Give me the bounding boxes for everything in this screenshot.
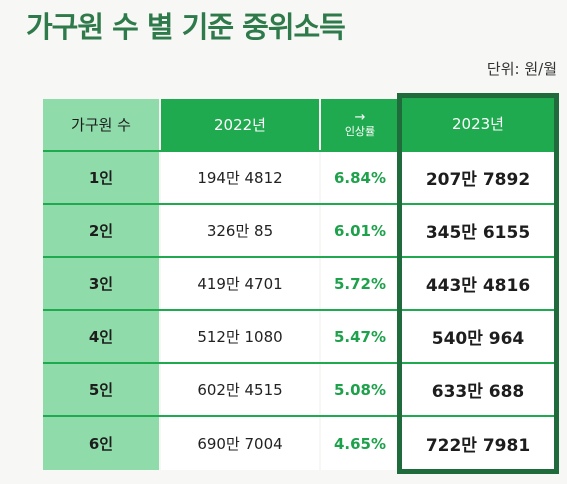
cell-rate: 4.65% [321,417,399,470]
cell-rate: 5.08% [321,364,399,415]
cell-2023-value: 633만 688 [431,382,525,402]
cell-2022-value: 419만 4701 [197,275,283,293]
cell-rate-value: 5.08% [333,380,387,399]
row-divider [43,256,555,258]
row-divider [43,362,555,364]
row-divider [43,415,555,417]
arrow-right-icon: → [354,109,366,125]
cell-2023-value: 345만 6155 [425,223,531,243]
cell-rate: 6.84% [321,152,399,203]
row-label-text: 4인 [88,328,114,346]
header-2022: 2022년 [161,99,319,150]
cell-2022-value: 194만 4812 [197,169,283,187]
cell-rate: 5.72% [321,258,399,309]
header-household-size: 가구원 수 [43,99,159,150]
header-2022-label: 2022년 [214,116,266,134]
row-divider [43,309,555,311]
cell-2022: 690만 7004 [161,417,319,470]
cell-2023: 633만 688 [401,364,555,415]
header-household-size-label: 가구원 수 [71,116,131,134]
cell-2023: 443만 4816 [401,258,555,309]
cell-rate-value: 6.01% [333,221,387,240]
cell-2023-value: 722만 7981 [425,436,531,456]
cell-2022-value: 602만 4515 [197,381,283,399]
page-title: 가구원 수 별 기준 중위소득 [26,10,346,44]
cell-2022-value: 326만 85 [206,222,274,240]
row-label-text: 1인 [88,169,114,187]
cell-2023: 540만 964 [401,311,555,362]
cell-rate: 6.01% [321,205,399,256]
cell-rate-value: 4.65% [333,434,387,453]
row-divider [43,203,555,205]
row-label-text: 5인 [88,381,114,399]
cell-2022: 419만 4701 [161,258,319,309]
cell-rate: 5.47% [321,311,399,362]
cell-2023-value: 540만 964 [431,329,525,349]
cell-2023: 207만 7892 [401,152,555,203]
row-label-text: 3인 [88,275,114,293]
header-2023-label: 2023년 [452,115,504,133]
cell-2022: 602만 4515 [161,364,319,415]
row-divider [43,150,555,152]
row-label: 2인 [43,205,159,256]
cell-rate-value: 5.72% [333,274,387,293]
header-rate: → 인상률 [321,99,399,150]
cell-rate-value: 5.47% [333,327,387,346]
cell-2022: 326만 85 [161,205,319,256]
cell-2022-value: 690만 7004 [197,435,283,453]
row-label: 5인 [43,364,159,415]
cell-rate-value: 6.84% [333,168,387,187]
cell-2022: 512만 1080 [161,311,319,362]
row-label: 3인 [43,258,159,309]
row-label-text: 2인 [88,222,114,240]
row-label-text: 6인 [88,435,114,453]
row-label: 6인 [43,417,159,470]
unit-label: 단위: 원/월 [486,60,557,78]
cell-2023-value: 207만 7892 [425,170,531,190]
cell-2023-value: 443만 4816 [425,276,531,296]
cell-2023: 722만 7981 [401,417,555,470]
row-label: 1인 [43,152,159,203]
cell-2023: 345만 6155 [401,205,555,256]
row-label: 4인 [43,311,159,362]
cell-2022: 194만 4812 [161,152,319,203]
header-2023: 2023년 [401,97,555,150]
cell-2022-value: 512만 1080 [197,328,283,346]
header-rate-label: 인상률 [344,124,376,138]
